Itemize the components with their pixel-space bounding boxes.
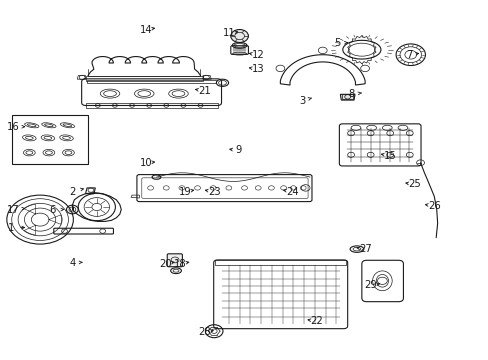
Text: 7: 7 xyxy=(406,50,412,60)
Text: 14: 14 xyxy=(139,24,152,35)
FancyBboxPatch shape xyxy=(167,254,182,267)
Text: 24: 24 xyxy=(285,186,298,197)
Polygon shape xyxy=(340,94,354,100)
Text: 1: 1 xyxy=(7,222,14,233)
Text: 29: 29 xyxy=(364,280,376,290)
Text: 26: 26 xyxy=(427,201,440,211)
Text: 12: 12 xyxy=(251,50,264,60)
Text: 11: 11 xyxy=(222,28,235,38)
Text: 10: 10 xyxy=(139,158,152,168)
Text: 22: 22 xyxy=(310,316,323,326)
Text: 21: 21 xyxy=(198,86,210,96)
Text: 4: 4 xyxy=(69,258,75,268)
Text: 15: 15 xyxy=(383,150,396,161)
Text: 18: 18 xyxy=(173,258,186,269)
Bar xyxy=(215,260,346,265)
Text: 5: 5 xyxy=(333,38,340,48)
Text: 27: 27 xyxy=(359,244,371,254)
Text: 20: 20 xyxy=(159,258,171,269)
Text: 3: 3 xyxy=(299,96,305,106)
Text: 13: 13 xyxy=(251,64,264,74)
Text: 6: 6 xyxy=(49,204,56,215)
Bar xyxy=(85,76,203,81)
Text: 9: 9 xyxy=(235,145,242,156)
Circle shape xyxy=(230,30,248,42)
Text: 25: 25 xyxy=(407,179,420,189)
Bar xyxy=(87,80,216,83)
Text: 16: 16 xyxy=(7,122,20,132)
Bar xyxy=(85,103,217,108)
Text: 19: 19 xyxy=(178,186,191,197)
Text: 17: 17 xyxy=(7,204,20,215)
Text: 2: 2 xyxy=(69,186,76,197)
Bar xyxy=(342,94,352,99)
Text: 8: 8 xyxy=(347,89,353,99)
Text: 28: 28 xyxy=(198,327,210,337)
Text: 23: 23 xyxy=(207,186,220,197)
Bar xyxy=(12,115,88,164)
